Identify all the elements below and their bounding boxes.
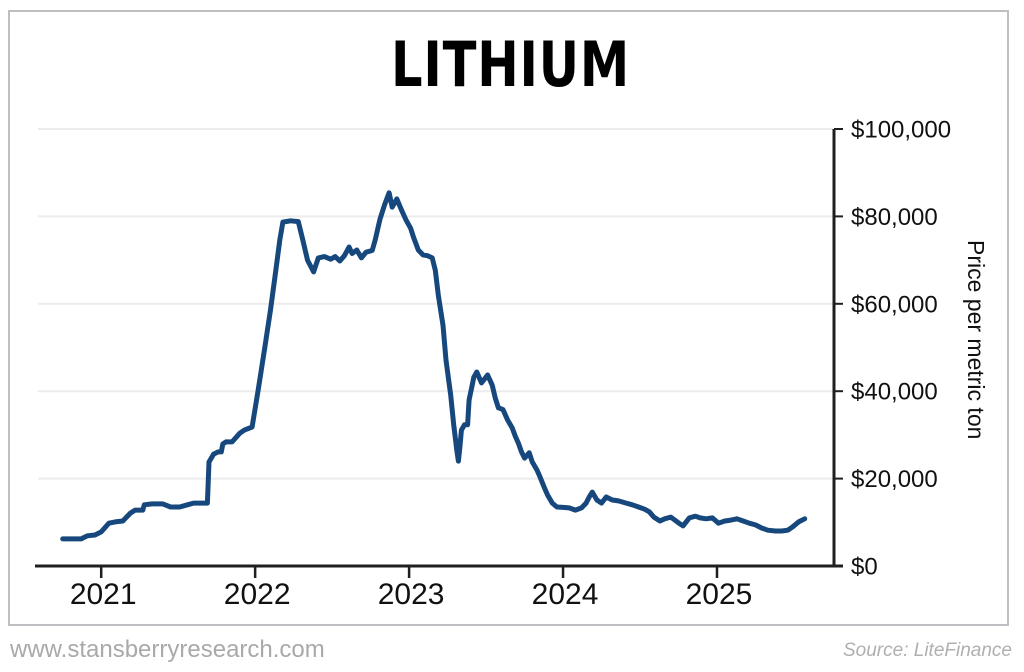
x-tick-label: 2025 [686, 578, 753, 611]
x-tick-label: 2021 [70, 578, 137, 611]
y-tick-label: $20,000 [851, 466, 938, 493]
chart-card [8, 10, 1009, 626]
y-tick-label: $40,000 [851, 379, 938, 406]
x-tick-label: 2024 [532, 578, 599, 611]
y-tick-label: $60,000 [851, 291, 938, 318]
x-tick-label: 2022 [224, 578, 291, 611]
chart-title: LITHIUM [390, 28, 631, 101]
source-credit: Source: LiteFinance [843, 640, 1012, 661]
price-line [60, 190, 808, 542]
x-tick-label: 2023 [378, 578, 445, 611]
website-url: www.stansberryresearch.com [10, 636, 325, 663]
y-tick-label: $0 [851, 554, 878, 581]
y-axis-title: Price per metric ton [963, 240, 989, 440]
y-tick-label: $80,000 [851, 204, 938, 231]
y-tick-label: $100,000 [851, 117, 951, 144]
